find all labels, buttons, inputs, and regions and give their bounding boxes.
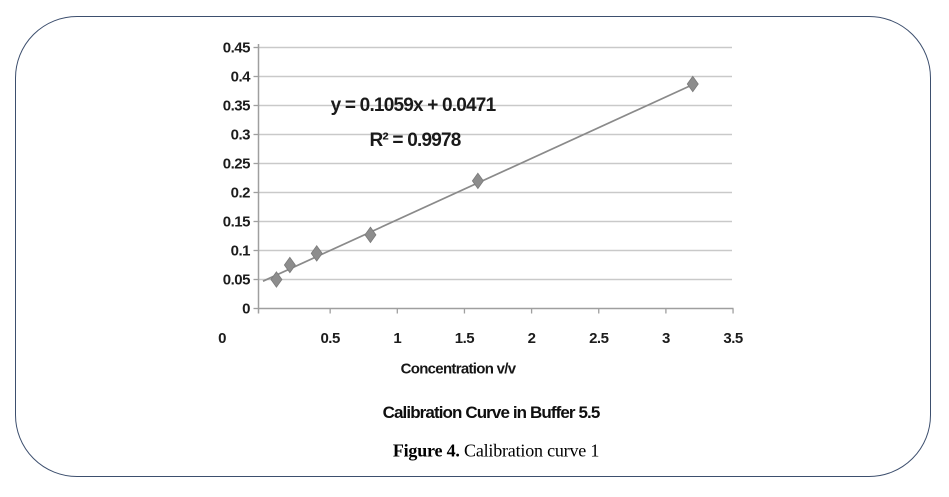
x-tick-label: 0.5: [320, 330, 340, 347]
y-tick-label: 0.05: [223, 272, 250, 289]
figure-caption-label: Figure 4.: [392, 440, 460, 461]
y-tick-label: 0.2: [231, 185, 251, 202]
r-squared-value: R² = 0.9978: [369, 130, 461, 151]
trendline-equation: y = 0.1059x + 0.0471: [330, 95, 496, 116]
y-tick-label: 0.35: [223, 98, 250, 115]
data-point-marker: [364, 226, 377, 244]
figure-caption: Figure 4. Calibration curve 1: [392, 440, 600, 462]
y-tick-label: 0.3: [231, 127, 251, 144]
figure-caption-text: Calibration curve 1: [464, 440, 600, 461]
x-tick-label: 1.5: [455, 330, 475, 347]
y-tick-label: 0.1: [231, 243, 251, 260]
data-point-marker: [686, 75, 699, 93]
x-tick-label: 1: [393, 330, 401, 347]
y-tick-label: 0.45: [223, 40, 250, 57]
y-tick-label: 0.25: [223, 156, 250, 173]
data-point-marker: [270, 271, 283, 288]
x-tick-label: 2.5: [589, 330, 609, 347]
x-tick-label: 0: [218, 330, 226, 347]
y-tick-label: 0: [242, 301, 250, 318]
figure-border: [15, 16, 931, 477]
chart-title: Calibration Curve in Buffer 5.5: [382, 403, 601, 422]
x-axis-title: Concentration v/v: [400, 360, 516, 378]
y-tick-label: 0.4: [231, 69, 252, 86]
x-tick-label: 3.5: [723, 330, 743, 347]
x-tick-label: 2: [528, 330, 536, 347]
y-tick-label: 0.15: [223, 214, 250, 231]
data-point-marker: [471, 172, 484, 190]
data-point-marker: [310, 245, 323, 262]
x-tick-label: 3: [662, 330, 670, 347]
data-point-marker: [283, 256, 296, 274]
